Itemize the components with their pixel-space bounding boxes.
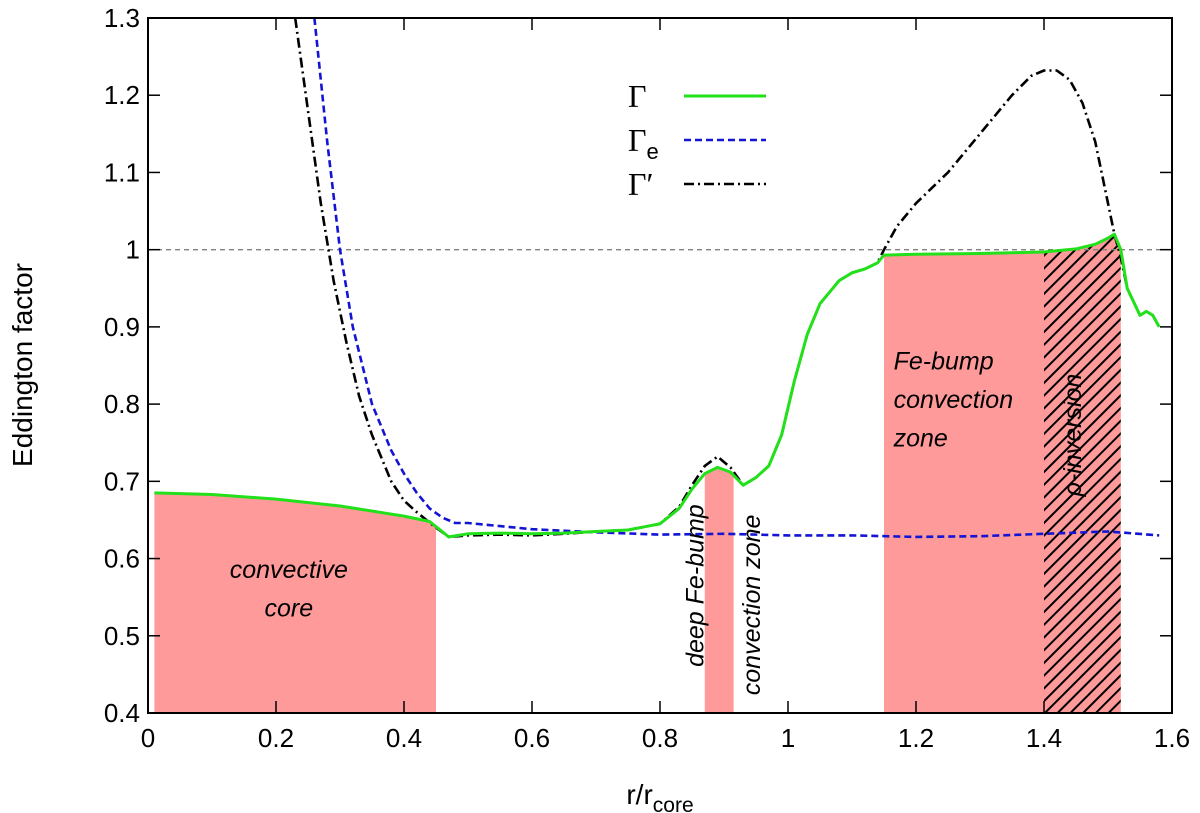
y-tick-label-8: 1.2 xyxy=(104,80,140,110)
x-tick-label-6: 1.2 xyxy=(898,723,934,753)
legend-label-2: Γ′ xyxy=(628,166,654,202)
y-tick-label-7: 1.1 xyxy=(104,157,140,187)
x-tick-label-7: 1.4 xyxy=(1026,723,1062,753)
y-axis-title: Eddington factor xyxy=(7,263,38,467)
x-tick-label-8: 1.6 xyxy=(1154,723,1190,753)
annotation-3: convection zone xyxy=(738,515,766,696)
x-axis-title: r/rcore xyxy=(626,779,693,813)
axes-layer: 0 0.2 0.4 0.6 0.8 1 1.2 1.4 1.6 0.4 0.5 0.6 0.7 0.8 0.… xyxy=(104,3,1190,753)
y-tick-label-5: 0.9 xyxy=(104,312,140,342)
legend-item-0: Γ xyxy=(628,78,766,114)
x-axis-title-main: r/r xyxy=(626,779,652,810)
legend-label-main-0: Γ xyxy=(628,78,647,114)
x-tick-label-4: 0.8 xyxy=(642,723,678,753)
annotation-0: convective xyxy=(230,556,348,584)
y-tick-label-0: 0.4 xyxy=(104,698,140,728)
y-tick-label-3: 0.7 xyxy=(104,466,140,496)
series-line-1 xyxy=(313,18,1160,539)
annotation-4: Fe-bump xyxy=(894,347,994,375)
series-layer xyxy=(154,18,1161,539)
x-tick-label-2: 0.4 xyxy=(386,723,422,753)
x-tick-label-3: 0.6 xyxy=(514,723,550,753)
series-line-0 xyxy=(154,232,1161,539)
y-tick-label-9: 1.3 xyxy=(104,3,140,33)
x-tick-label-5: 1 xyxy=(781,723,795,753)
annotation-6: zone xyxy=(893,425,948,453)
annotation-1: core xyxy=(264,594,313,622)
legend-label-0: Γ xyxy=(628,78,647,114)
shaded-region-2 xyxy=(884,252,1044,713)
y-tick-label-6: 1 xyxy=(126,235,140,265)
x-axis-title-subscript: core xyxy=(653,794,694,813)
convection-regions xyxy=(154,235,1121,713)
y-tick-label-4: 0.8 xyxy=(104,389,140,419)
x-tick-label-0: 0 xyxy=(141,723,155,753)
annotation-5: convection xyxy=(894,386,1014,414)
legend-label-main-2: Γ′ xyxy=(628,166,654,202)
legend-label-main-1: Γ xyxy=(628,122,647,158)
x-tick-label-1: 0.2 xyxy=(258,723,294,753)
y-tick-label-1: 0.5 xyxy=(104,621,140,651)
shaded-region-0 xyxy=(154,492,436,713)
legend-label-sub-1: e xyxy=(647,139,659,164)
annotation-7: ρ-inversion xyxy=(1059,374,1087,498)
annotations-layer: convective core deep Fe-bump convection zon… xyxy=(230,347,1087,695)
shaded-region-1 xyxy=(704,467,734,713)
hatched-region-3 xyxy=(1044,235,1121,713)
legend-item-2: Γ′ xyxy=(628,166,766,202)
annotation-2: deep Fe-bump xyxy=(682,504,710,667)
legend-label-1: Γe xyxy=(628,122,659,164)
y-tick-label-2: 0.6 xyxy=(104,544,140,574)
legend-item-1: Γe xyxy=(628,122,766,164)
